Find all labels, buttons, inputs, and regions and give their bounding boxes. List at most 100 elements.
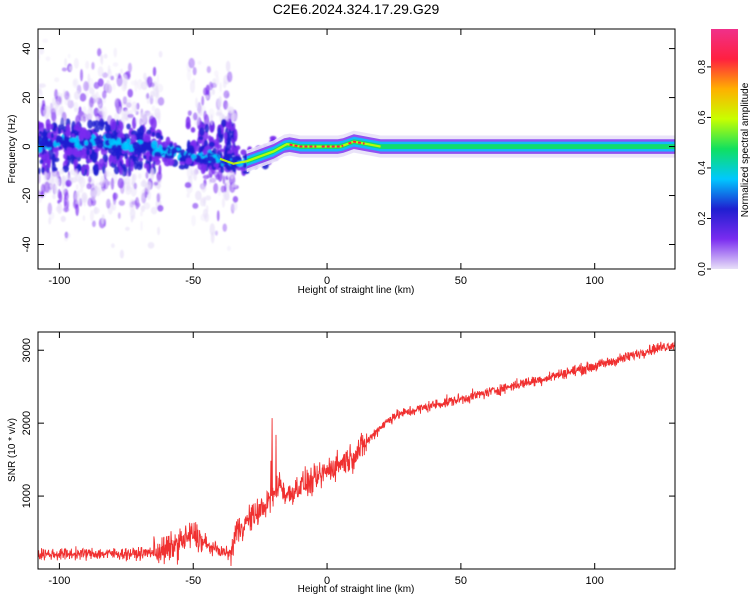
spectrogram-cell [104,168,109,179]
spectrogram-cell [89,210,94,222]
spectrogram-cell [146,189,152,201]
spectrogram-cell [116,152,121,159]
spectrogram-cell [156,73,160,86]
spectrogram-cell [43,181,50,193]
spectrogram-cell [47,202,53,215]
spectrogram-cell [149,82,155,88]
spectrogram-cell [220,118,227,128]
spectrogram-cell [87,197,94,207]
snr-frame [37,331,676,570]
spectrogram-cell [97,66,104,77]
spectrogram-y-axis-label: Frequency (Hz) [7,115,18,184]
spectrogram-cell [81,192,88,203]
spectrogram-cell [104,139,111,146]
spectrogram-cell [38,135,43,141]
y-tick-label: 3000 [21,338,33,362]
spectrogram-cell [140,189,147,199]
spectrogram-cell [95,115,101,121]
spectrogram-cell [269,135,277,141]
x-tick: 50 [455,332,467,587]
spectrogram-cell [110,177,115,190]
snr-x-ticks: -100 -50 0 50 100 [48,332,604,587]
spectrogram-cell [215,173,221,180]
spectrogram-cell [225,139,232,151]
spectrogram-cell [226,245,231,252]
spectrogram-cell [136,202,141,208]
spectrogram-cell [92,120,96,128]
spectrogram-cell [75,114,81,126]
spectrogram-cell [57,199,61,204]
spectrogram-cell [51,170,58,184]
spectrogram-cell [86,148,90,156]
spectrogram-cell [65,153,72,161]
spectrogram-cell [144,184,151,193]
spectrogram-cell [152,66,157,77]
spectrogram-cell [192,67,197,76]
spectrogram-cell [112,62,119,67]
spectrogram-cell [204,114,210,128]
spectrogram-cell [143,72,147,81]
spectrogram-cell [187,110,192,116]
spectrogram-cell [133,182,137,190]
spectrogram-cell [151,140,158,150]
spectrogram-cell [91,150,98,164]
spectrogram-cell [231,110,235,124]
spectrogram-cell [226,180,229,188]
spectrogram-cell [113,47,117,59]
spectrogram-cell [73,57,79,69]
spectrogram-cell [54,103,61,117]
spectrogram-band [246,130,675,173]
spectrogram-cell [222,192,227,199]
spectrogram-cell [126,123,131,130]
spectrogram-cell [199,196,207,203]
spectrogram-cell [185,148,192,152]
spectrogram-cell [202,174,210,180]
spectrogram-cell [186,68,192,82]
spectrogram-cell [38,47,45,55]
spectrogram-cell [157,115,161,125]
x-tick: -100 [48,29,70,287]
spectrogram-cell [169,142,174,148]
x-tick: 50 [455,29,467,287]
spectrogram-cell [189,80,196,94]
colorbar-ticks: 0.0 0.2 0.4 0.6 0.8 [697,60,711,276]
spectrogram-cell [77,175,84,184]
spectrogram-cell [58,146,62,150]
x-tick-label: -100 [48,575,70,587]
x-tick-label: 100 [586,575,604,587]
colorbar-tick: 0.2 [697,211,711,225]
y-tick: 1000 [21,484,675,508]
spectrogram-blobs [38,38,283,259]
x-tick: 100 [586,332,604,587]
spectrogram-cell [89,108,93,120]
spectrogram-cell [213,142,219,147]
spectrogram-cell [231,182,237,188]
spectrogram-cell [130,130,138,136]
spectrogram-cell [143,155,147,160]
spectrogram-cell [143,135,151,143]
spectrogram-cell [195,97,198,109]
spectrogram-cell [45,56,51,62]
y-tick: 0 [21,143,675,150]
spectrogram-x-axis-label: Height of straight line (km) [298,285,415,296]
spectrogram-cell [122,96,128,105]
spectrogram-cell [86,183,92,190]
spectrogram-cell [65,232,72,239]
spectrogram-cell [143,202,151,210]
spectrogram-cell [146,129,152,135]
spectrogram-cell [195,157,201,163]
spectrogram-cell [204,123,210,134]
y-tick-label: -40 [21,237,33,253]
colorbar: 0.0 0.2 0.4 0.6 0.8 Normalized spectral ampl… [697,29,750,276]
spectrogram-cell [140,81,148,91]
spectrogram-cell [104,132,112,139]
spectrogram-cell [66,199,70,209]
spectrogram-cell [232,201,238,211]
snr-panel: -100 -50 0 50 100 3000 2000 1000 Height of str… [7,331,676,595]
spectrogram-cell [118,200,126,206]
spectrogram-cell [150,206,158,215]
spectrogram-cell [134,78,138,92]
spectrogram-cell [38,142,45,147]
spectrogram-cell [104,124,111,133]
spectrogram-cell [192,112,198,121]
